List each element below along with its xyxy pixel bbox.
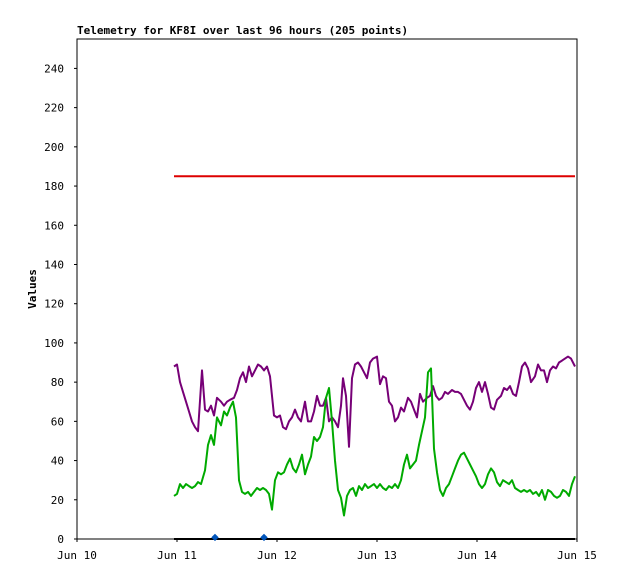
x-tick-label: Jun 13 — [357, 549, 397, 562]
x-axis: Jun 10 Jun 11 Jun 12 Jun 13 Jun 14 Jun 15 — [57, 539, 597, 562]
x-tick-label: Jun 14 — [457, 549, 497, 562]
x-tick-label: Jun 12 — [257, 549, 297, 562]
series-2 — [173, 367, 576, 517]
series-line — [173, 367, 576, 517]
chart-title: Telemetry for KF8I over last 96 hours (2… — [77, 24, 408, 37]
plot-area — [76, 38, 578, 540]
y-tick-label: 160 — [44, 219, 64, 232]
y-tick-label: 0 — [57, 533, 64, 546]
y-tick-label: 100 — [44, 337, 64, 350]
data-point — [211, 533, 219, 542]
y-tick-label: 200 — [44, 141, 64, 154]
series-line — [173, 355, 576, 448]
y-tick-label: 120 — [44, 298, 64, 311]
y-axis-label: Values — [26, 269, 39, 309]
series-1 — [173, 355, 576, 448]
data-point — [260, 533, 268, 542]
series-4 — [211, 533, 268, 542]
y-tick-label: 220 — [44, 102, 64, 115]
y-tick-label: 240 — [44, 62, 64, 75]
y-tick-label: 40 — [51, 455, 64, 468]
x-tick-label: Jun 10 — [57, 549, 97, 562]
y-tick-label: 140 — [44, 258, 64, 271]
y-tick-label: 80 — [51, 376, 64, 389]
series-layer — [173, 175, 576, 542]
y-tick-label: 20 — [51, 494, 64, 507]
x-tick-label: Jun 11 — [157, 549, 197, 562]
y-axis: 0 20 40 60 80 100 120 140 160 180 200 220 240 — [44, 62, 77, 546]
y-tick-label: 60 — [51, 415, 64, 428]
x-tick-label: Jun 15 — [557, 549, 597, 562]
y-tick-label: 180 — [44, 180, 64, 193]
